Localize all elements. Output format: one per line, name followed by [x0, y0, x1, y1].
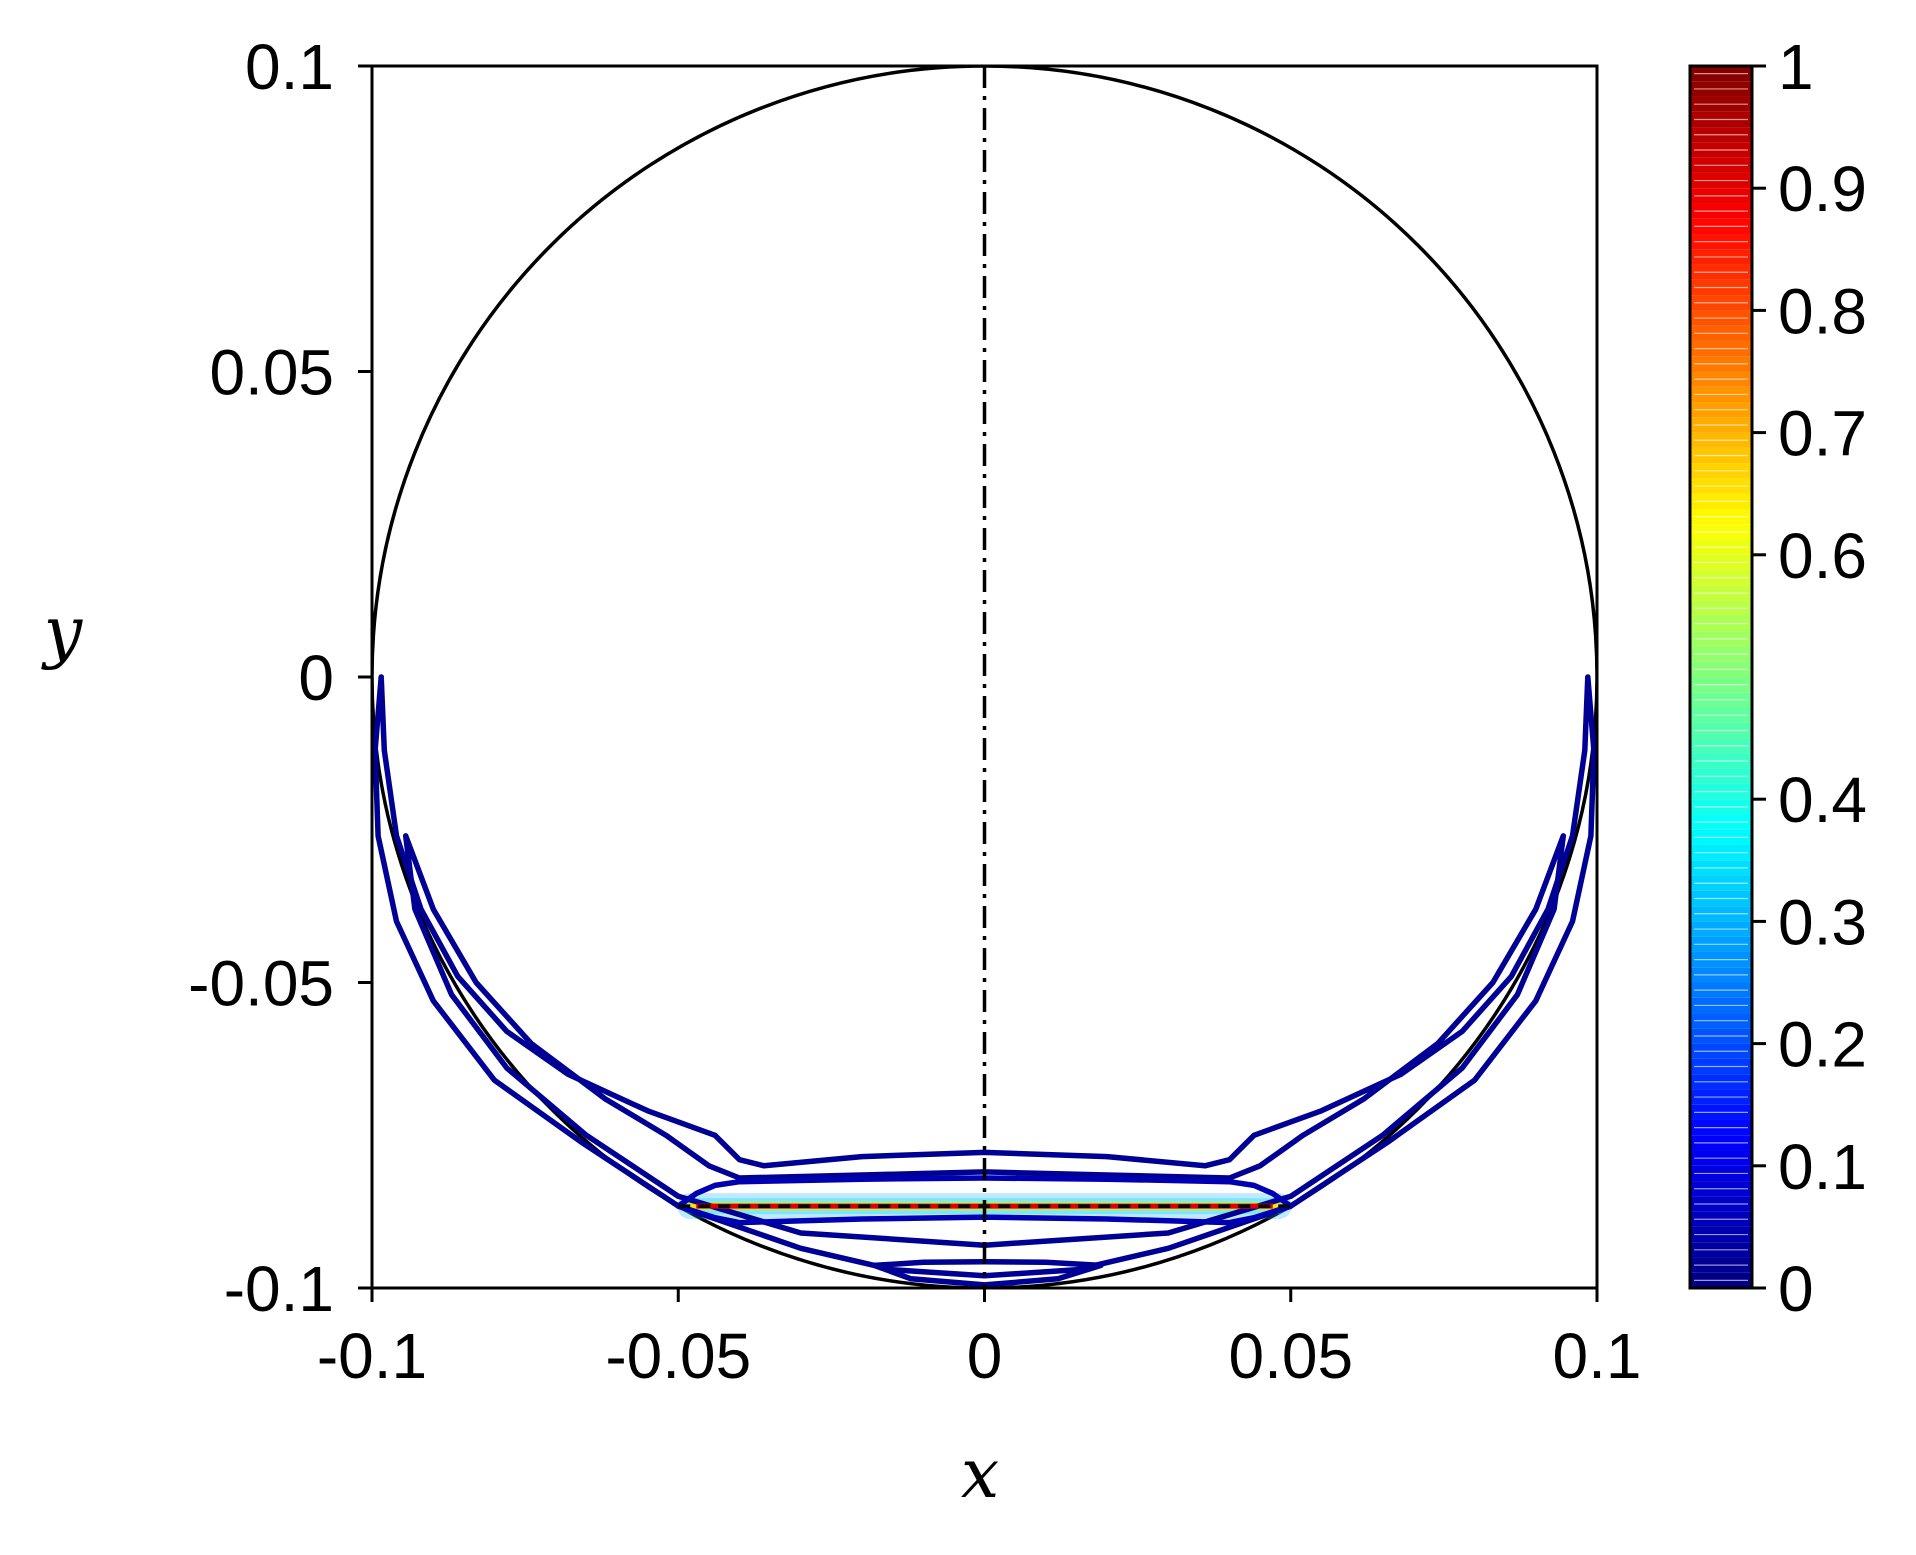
- colorbar-tick-label: 1: [1778, 31, 1814, 103]
- y-tick-label: 0.1: [245, 31, 334, 103]
- x-tick-label: -0.1: [317, 1320, 427, 1392]
- x-tick-label: 0: [967, 1320, 1003, 1392]
- colorbar-tick-label: 0.7: [1778, 398, 1867, 470]
- colorbar-tick-label: 0.6: [1778, 520, 1867, 592]
- x-tick-label: -0.05: [605, 1320, 751, 1392]
- colorbar-tick-label: 0.4: [1778, 764, 1867, 836]
- colorbar-tick-label: 0.8: [1778, 275, 1867, 347]
- y-tick-label: 0: [298, 642, 334, 714]
- y-tick-label: -0.05: [188, 948, 334, 1020]
- x-tick-label: 0.1: [1553, 1320, 1642, 1392]
- plot-area: [372, 66, 1597, 1288]
- colorbar: 0 0.1 0.2 0.3 0.4 0.6 0.7 0.8 0.9 1: [1688, 31, 1867, 1325]
- colorbar-tick-label: 0.1: [1778, 1131, 1867, 1203]
- y-tick-label: -0.1: [224, 1253, 334, 1325]
- colorbar-frame: [1688, 64, 1754, 1290]
- y-axis-label: y: [41, 593, 84, 672]
- axes: -0.1 -0.05 0 0.05 0.1 0.1 0.05 0 -0.05 -0.1: [188, 31, 1641, 1392]
- x-axis-label: x: [961, 1435, 999, 1514]
- colorbar-tick-label: 0.2: [1778, 1009, 1867, 1081]
- x-tick-label: 0.05: [1228, 1320, 1353, 1392]
- colorbar-tick-label: 0: [1778, 1253, 1814, 1325]
- colorbar-tick-label: 0.3: [1778, 886, 1867, 958]
- y-tick-label: 0.05: [209, 337, 334, 409]
- contour-line: [675, 1175, 1294, 1226]
- contour-line: [372, 674, 1597, 1279]
- colorbar-tick-label: 0.9: [1778, 153, 1867, 225]
- contour-line: [871, 1258, 1104, 1288]
